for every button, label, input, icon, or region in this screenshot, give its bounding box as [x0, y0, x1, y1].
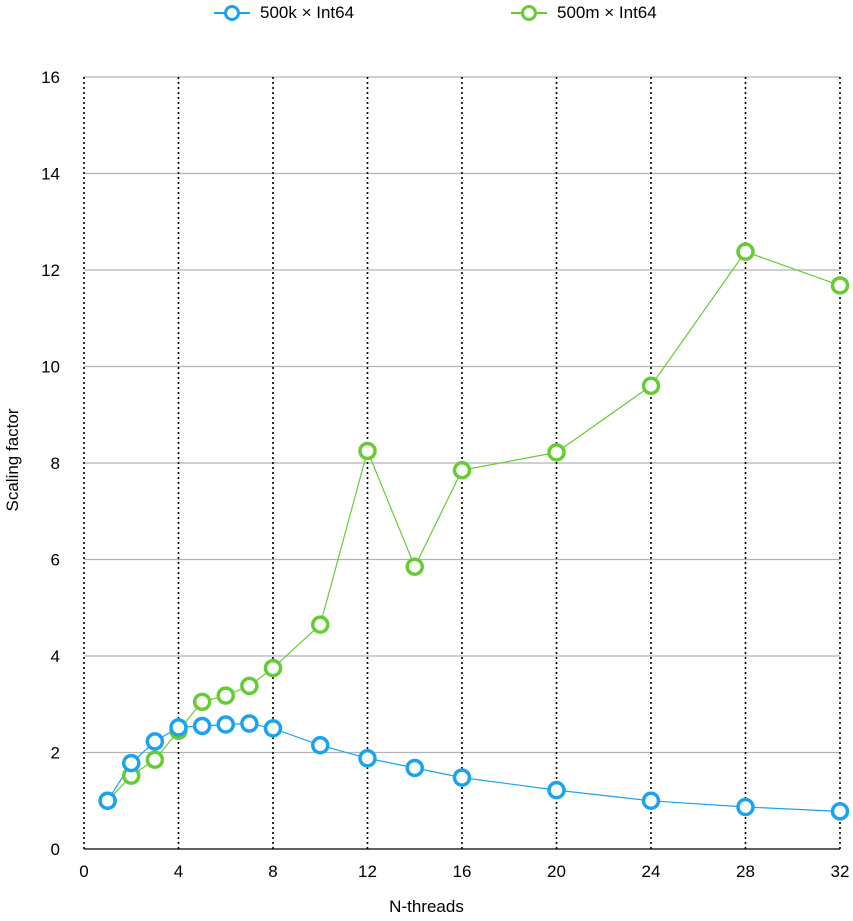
legend-label-series-1: 500k × Int64 — [260, 3, 355, 22]
data-point-series-1 — [736, 797, 755, 817]
x-tick-label: 24 — [642, 862, 661, 881]
y-tick-label: 2 — [51, 744, 60, 763]
series-line-1 — [107, 722, 841, 812]
data-point-series-1 — [263, 719, 283, 738]
y-tick-label: 14 — [41, 165, 60, 184]
x-tick-label: 4 — [174, 862, 183, 881]
x-tick-label: 0 — [79, 862, 88, 881]
y-tick-label: 16 — [41, 68, 60, 87]
data-point-series-2 — [192, 692, 212, 712]
data-point-series-1 — [169, 718, 188, 737]
y-tick-label: 10 — [41, 358, 60, 377]
data-point-series-1 — [452, 768, 472, 787]
data-point-series-1 — [98, 791, 117, 810]
y-tick-label: 6 — [51, 551, 60, 570]
x-tick-label: 28 — [736, 862, 755, 881]
data-point-series-2 — [311, 615, 330, 634]
data-point-series-2 — [240, 676, 259, 696]
x-axis-label: N-threads — [389, 897, 464, 916]
legend-item-series-2: 500m × Int64 — [511, 2, 657, 24]
data-point-series-1 — [122, 753, 141, 773]
x-tick-label: 20 — [547, 862, 566, 881]
y-axis-label: Scaling factor — [3, 408, 22, 512]
data-point-series-2 — [358, 441, 377, 461]
x-tick-label: 16 — [453, 862, 472, 881]
data-point-series-1 — [830, 802, 850, 821]
data-point-series-1 — [240, 714, 259, 733]
data-point-series-1 — [641, 791, 661, 810]
y-tick-label: 8 — [51, 454, 60, 473]
data-point-series-1 — [358, 749, 377, 768]
y-tick-label: 4 — [51, 647, 60, 666]
data-point-series-1 — [547, 780, 566, 800]
data-point-series-2 — [263, 658, 283, 678]
data-point-series-2 — [145, 750, 165, 769]
x-tick-label: 32 — [831, 862, 850, 881]
legend-marker-series-2 — [511, 2, 547, 24]
data-point-series-2 — [736, 242, 755, 261]
legend: 500k × Int64 500m × Int64 — [0, 2, 853, 28]
x-tick-label: 12 — [358, 862, 377, 881]
data-point-series-2 — [405, 557, 424, 576]
data-point-series-2 — [830, 276, 850, 295]
legend-item-series-1: 500k × Int64 — [214, 2, 354, 24]
data-point-series-1 — [145, 732, 165, 751]
series-line-2 — [107, 250, 841, 802]
data-point-series-2 — [452, 460, 472, 480]
legend-label-series-2: 500m × Int64 — [557, 3, 657, 22]
x-tick-label: 8 — [268, 862, 277, 881]
legend-marker-series-1 — [214, 2, 250, 24]
data-point-series-1 — [192, 716, 212, 736]
data-point-series-2 — [641, 376, 661, 396]
data-point-series-1 — [311, 736, 330, 755]
y-tick-label: 0 — [51, 840, 60, 859]
data-point-series-2 — [216, 686, 235, 705]
y-tick-label: 12 — [41, 261, 60, 280]
data-point-series-1 — [216, 715, 235, 734]
data-point-series-2 — [547, 443, 566, 462]
data-point-series-1 — [405, 758, 424, 778]
